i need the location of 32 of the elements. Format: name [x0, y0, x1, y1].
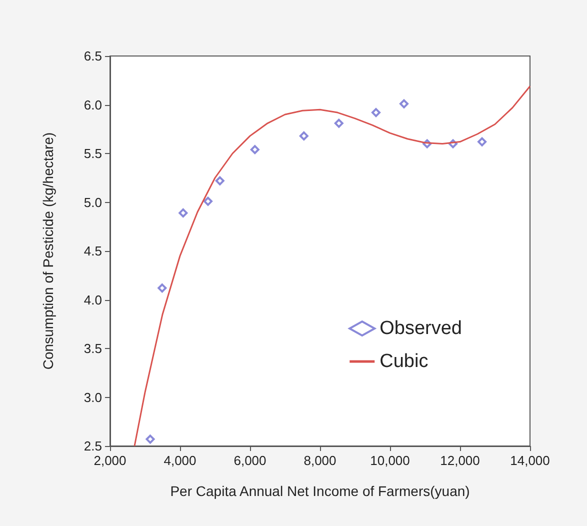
- x-tick-label: 4,000: [164, 453, 196, 468]
- x-tick-label: 10,000: [370, 453, 410, 468]
- y-tick-label: 4.0: [84, 292, 102, 308]
- line-series: [134, 85, 531, 447]
- point: [146, 434, 155, 444]
- point: [299, 131, 308, 140]
- legend-label: Observed: [380, 318, 462, 339]
- point: [158, 284, 167, 293]
- x-axis-title: Per Capita Annual Net Income of Farmers(yuan): [170, 483, 470, 499]
- point: [204, 196, 212, 206]
- y-tick-label: 6.0: [84, 97, 102, 112]
- point: [215, 176, 224, 186]
- x-tick-label: 8,000: [304, 453, 336, 468]
- x-tick-label: 14,000: [510, 453, 550, 468]
- x-tick-label: 6,000: [234, 453, 266, 468]
- y-tick-label: 2.5: [84, 438, 102, 454]
- y-axis-title: Consumption of Pesticide (kg/hectare): [40, 132, 56, 370]
- point: [400, 99, 408, 108]
- y-tick-label: 5.0: [84, 194, 102, 210]
- y-tick-label: 6.5: [84, 48, 102, 64]
- x-tick-label: 2,000: [94, 453, 126, 468]
- y-tick-label: 3.0: [84, 390, 102, 405]
- point: [250, 145, 260, 154]
- point: [372, 108, 380, 118]
- point: [334, 118, 344, 128]
- y-tick-label: 3.5: [84, 341, 102, 356]
- point: [178, 208, 188, 218]
- legend-label: Cubic: [380, 351, 428, 372]
- y-tick-label: 5.5: [84, 146, 102, 161]
- point: [478, 137, 487, 146]
- y-tick-label: 4.5: [84, 244, 102, 258]
- x-tick-label: 12,000: [440, 453, 480, 468]
